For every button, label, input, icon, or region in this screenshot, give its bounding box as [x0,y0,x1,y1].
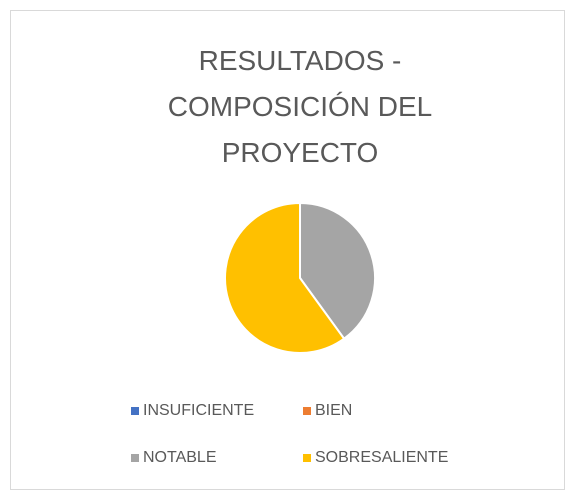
chart-title: RESULTADOS - COMPOSICIÓN DEL PROYECTO [167,45,433,168]
legend-label: INSUFICIENTE [143,402,254,419]
legend-swatch [131,407,139,415]
pie-slice [224,201,346,354]
legend-swatch [303,407,311,415]
legend-label: SOBRESALIENTE [315,449,448,466]
legend-label: NOTABLE [143,449,217,466]
pie-slice [299,201,376,341]
legend-swatch [131,454,139,462]
legend-label: BIEN [315,402,352,419]
legend-swatch [303,454,311,462]
